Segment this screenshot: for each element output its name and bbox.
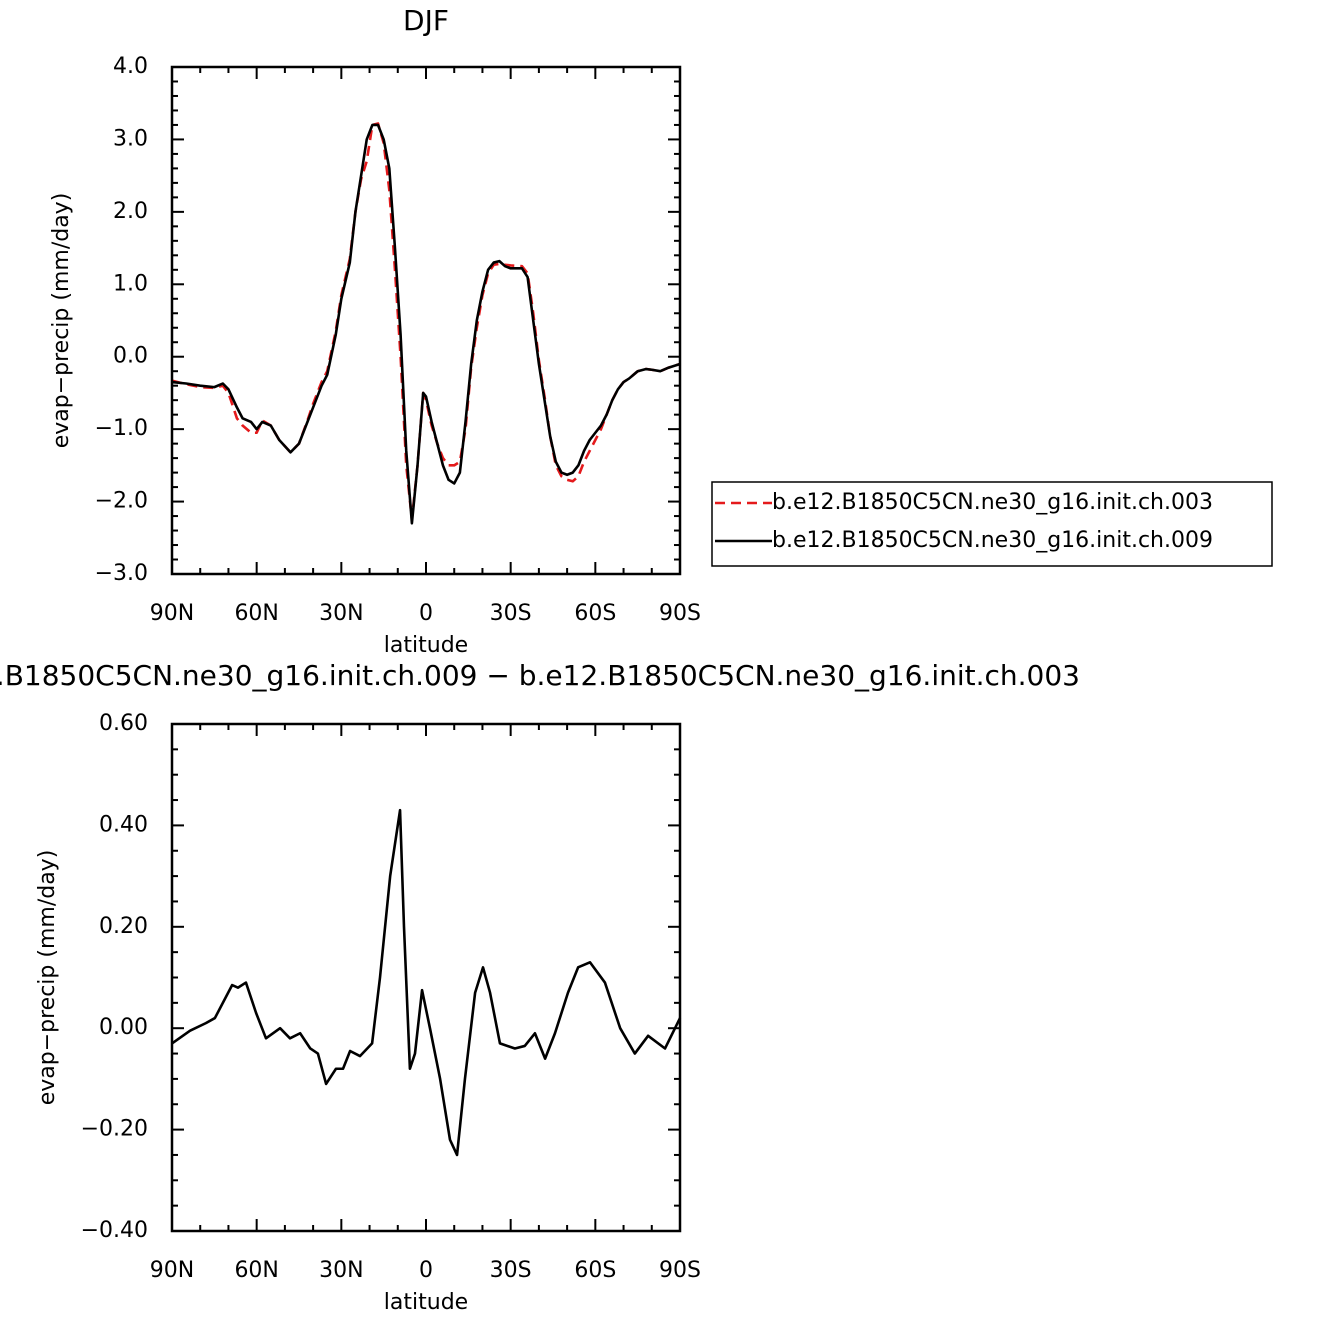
y-tick-label: 1.0	[113, 271, 148, 296]
y-tick-label: −3.0	[95, 561, 148, 586]
y-tick-label: −0.40	[81, 1218, 148, 1243]
x-tick-label: 90N	[150, 601, 194, 626]
y-tick-label: 3.0	[113, 126, 148, 151]
chart-title: DJF	[403, 4, 449, 37]
x-tick-label: 60S	[574, 1258, 616, 1283]
x-tick-label: 30S	[490, 601, 532, 626]
x-tick-label: 60N	[234, 601, 278, 626]
x-tick-label: 30N	[319, 601, 363, 626]
legend-label: b.e12.B1850C5CN.ne30_g16.init.ch.009	[772, 528, 1213, 553]
x-tick-label: 90S	[659, 1258, 701, 1283]
y-axis-label: evap−precip (mm/day)	[35, 850, 60, 1106]
x-tick-label: 0	[419, 601, 433, 626]
x-tick-label: 30S	[490, 1258, 532, 1283]
chart-title: b.e12.B1850C5CN.ne30_g16.init.ch.009 − b…	[0, 659, 1080, 692]
y-tick-label: −1.0	[95, 416, 148, 441]
y-tick-label: 2.0	[113, 199, 148, 224]
x-tick-label: 60N	[234, 1258, 278, 1283]
plot-frame	[170, 722, 682, 1233]
y-tick-label: 0.40	[99, 812, 148, 837]
y-tick-label: 4.0	[113, 54, 148, 79]
data-line	[171, 123, 681, 525]
x-tick-label: 90N	[150, 1258, 194, 1283]
x-axis-label: latitude	[384, 633, 468, 658]
y-tick-label: −2.0	[95, 489, 148, 514]
y-tick-label: 0.00	[99, 1015, 148, 1040]
y-tick-label: 0.0	[113, 344, 148, 369]
x-tick-label: 90S	[659, 601, 701, 626]
x-tick-label: 0	[419, 1258, 433, 1283]
y-tick-label: 0.60	[99, 711, 148, 736]
x-axis-label: latitude	[384, 1290, 468, 1315]
plot-frame	[170, 65, 682, 576]
y-tick-label: −0.20	[81, 1117, 148, 1142]
data-line	[171, 122, 681, 521]
data-line	[171, 808, 682, 1157]
y-tick-label: 0.20	[99, 914, 148, 939]
legend-label: b.e12.B1850C5CN.ne30_g16.init.ch.003	[772, 490, 1213, 515]
x-tick-label: 30N	[319, 1258, 363, 1283]
y-axis-label: evap−precip (mm/day)	[49, 193, 74, 449]
legend-box	[711, 481, 1273, 567]
x-tick-label: 60S	[574, 601, 616, 626]
